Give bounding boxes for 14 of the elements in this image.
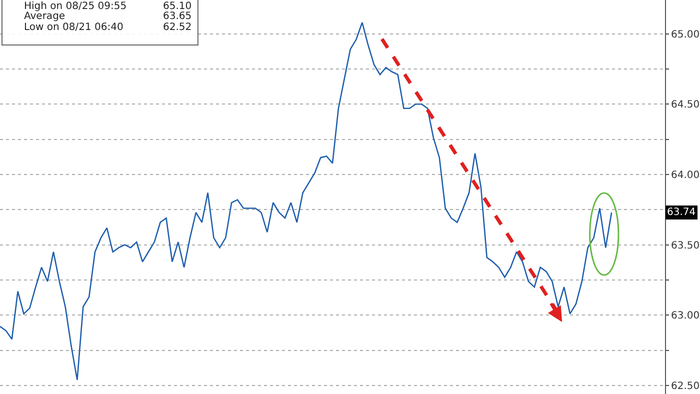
- line-series: [0, 22, 612, 381]
- annotation: Low on 08/21 06:40: [24, 22, 124, 33]
- annotation: High on 08/25 09:55: [24, 1, 127, 12]
- y-tick-label: 62.50: [671, 381, 700, 392]
- y-tick-label: 64.50: [671, 100, 700, 111]
- y-tick-label: 64.00: [671, 170, 700, 181]
- text: 63.74: [667, 207, 696, 218]
- annotation: 63.65: [163, 11, 192, 22]
- y-tick-label: 63.00: [671, 310, 700, 322]
- annotation: 65.10: [163, 1, 192, 12]
- annotation: 62.52: [163, 22, 192, 33]
- y-tick-label: 63.50: [671, 240, 700, 252]
- y-tick-label: 65.00: [671, 29, 700, 40]
- annotation: Average: [24, 11, 66, 22]
